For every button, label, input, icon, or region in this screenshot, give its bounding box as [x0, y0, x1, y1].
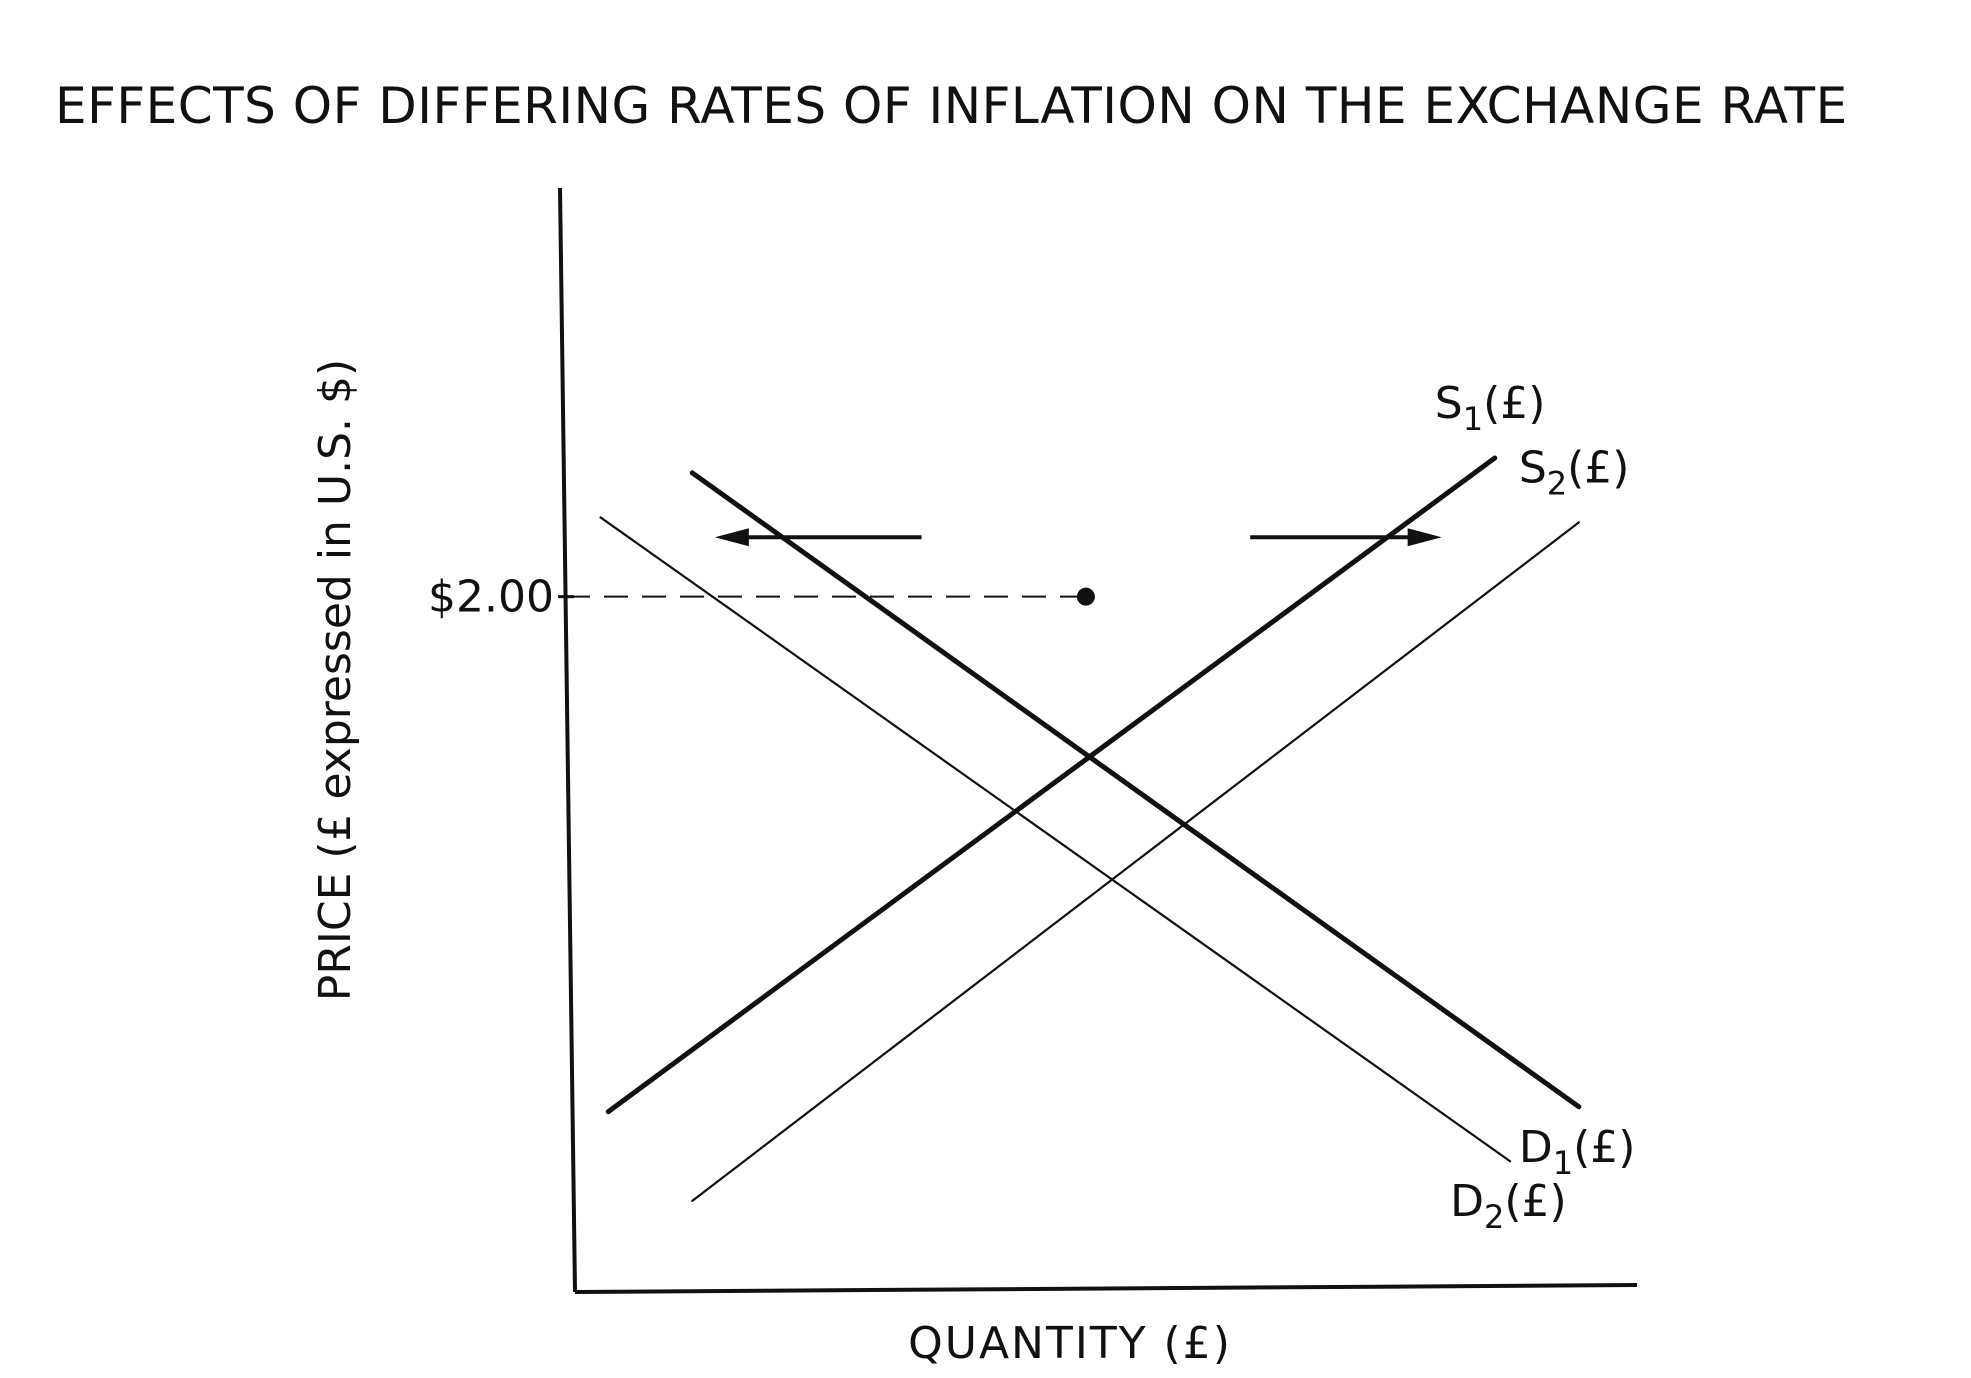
supply-s2-line	[691, 521, 1580, 1202]
chart-title: EFFECTS OF DIFFERING RATES OF INFLATION …	[55, 77, 1848, 135]
supply-s1-label: S1(£)	[1435, 378, 1546, 438]
demand-d2-label: D2(£)	[1450, 1176, 1567, 1236]
equilibrium-points-group	[1076, 587, 1095, 606]
shift-arrow-left-head	[714, 528, 749, 547]
equilibrium-point-0	[1076, 587, 1095, 606]
demand-d1-line	[689, 470, 1582, 1110]
reference-line-group: $2.00	[428, 572, 1086, 623]
supply-s2-label: S2(£)	[1519, 442, 1630, 502]
y-axis-label: PRICE (£ expressed in U.S. $)	[310, 359, 361, 1001]
series-group: S1(£)S2(£) D1(£)D2(£)	[599, 378, 1636, 1236]
x-axis	[574, 1283, 1638, 1294]
shift-arrow-right-head	[1407, 528, 1442, 547]
supply-s1-line	[605, 455, 1498, 1115]
reference-tick-label: $2.00	[428, 572, 554, 623]
x-axis-label: QUANTITY (£)	[908, 1318, 1232, 1369]
shift-arrows-group	[714, 528, 1442, 547]
y-axis	[558, 187, 577, 1293]
demand-d1-label: D1(£)	[1519, 1122, 1636, 1182]
demand-d2-line	[599, 516, 1512, 1163]
